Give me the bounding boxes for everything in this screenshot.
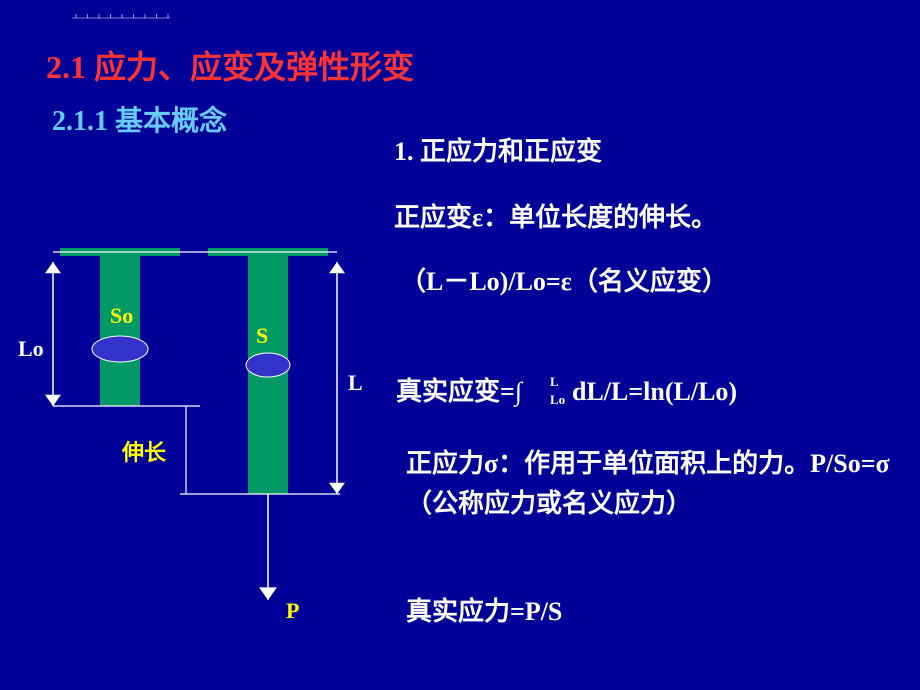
- svg-text:真实应变=∫: 真实应变=∫: [396, 376, 524, 407]
- section-title: 2.1 应力、应变及弹性形变: [46, 49, 414, 85]
- svg-text:L: L: [550, 374, 559, 389]
- line-nominal-strain: （L－Lo)/Lo=ε（名义应变）: [400, 266, 728, 296]
- label-so: So: [110, 303, 133, 328]
- label-l: L: [348, 370, 363, 395]
- svg-text:Lo: Lo: [550, 392, 565, 407]
- line-strain-def: 正应变ε：单位长度的伸长。: [394, 202, 717, 232]
- line-heading-1: 1. 正应力和正应变: [394, 136, 602, 166]
- line-true-stress: 真实应力=P/S: [406, 596, 562, 626]
- label-elongation: 伸长: [121, 440, 167, 465]
- subsection-title: 2.1.1 基本概念: [52, 104, 227, 137]
- label-p: P: [286, 598, 299, 623]
- slide: 2.1 应力、应变及弹性形变 2.1.1 基本概念 1. 正应力和正应变正应变ε：单…: [0, 0, 920, 690]
- label-s: S: [256, 323, 268, 348]
- cross-section-so: [92, 336, 148, 362]
- line-normal-stress: 正应力σ：作用于单位面积上的力。P/So=σ（公称应力或名义应力）: [406, 444, 906, 584]
- cross-section-s: [246, 353, 290, 377]
- label-lo: Lo: [18, 336, 44, 361]
- svg-text:dL/L=ln(L/Lo): dL/L=ln(L/Lo): [572, 377, 737, 406]
